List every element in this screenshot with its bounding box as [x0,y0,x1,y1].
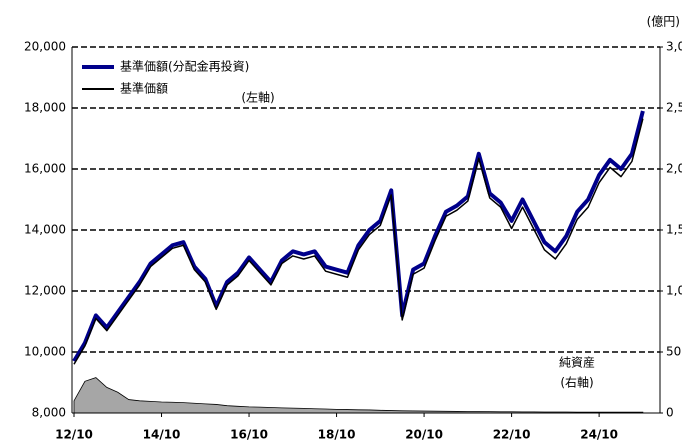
x-tick-label: 12/10 [55,428,93,442]
y2-tick-label: 0 [666,406,674,420]
x-tick-label: 22/10 [493,428,531,442]
y2-tick-label: 3,000 [666,40,682,54]
y-tick-label: 8,000 [32,406,66,420]
series-label: 純資産 [559,355,595,370]
y-tick-label: 12,000 [24,284,66,298]
y2-tick-label: 1,500 [666,223,682,237]
y-tick-label: 18,000 [24,101,66,115]
x-tick-label: 14/10 [143,428,181,442]
x-tick-label: 16/10 [230,428,268,442]
y-tick-label: 16,000 [24,162,66,176]
line [72,110,645,363]
legend-label: 基準価額 [120,81,168,96]
area [73,377,644,414]
y-tick-label: 10,000 [24,345,66,359]
y-tick-label: 20,000 [24,40,66,54]
x-tick-label: 18/10 [318,428,356,442]
x-tick-label: 24/10 [580,428,618,442]
annotation: (右軸) [560,375,593,390]
annotation: (左軸) [241,90,274,105]
legend-label: 基準価額(分配金再投資) [120,59,249,74]
y2-tick-label: 2,500 [666,101,682,115]
line [73,118,644,365]
y2-tick-label: 2,000 [666,162,682,176]
y2-unit: (億円) [647,15,680,29]
x-tick-label: 20/10 [405,428,443,442]
y-tick-label: 14,000 [24,223,66,237]
y2-tick-label: 1,000 [666,284,682,298]
y2-tick-label: 500 [666,345,682,359]
